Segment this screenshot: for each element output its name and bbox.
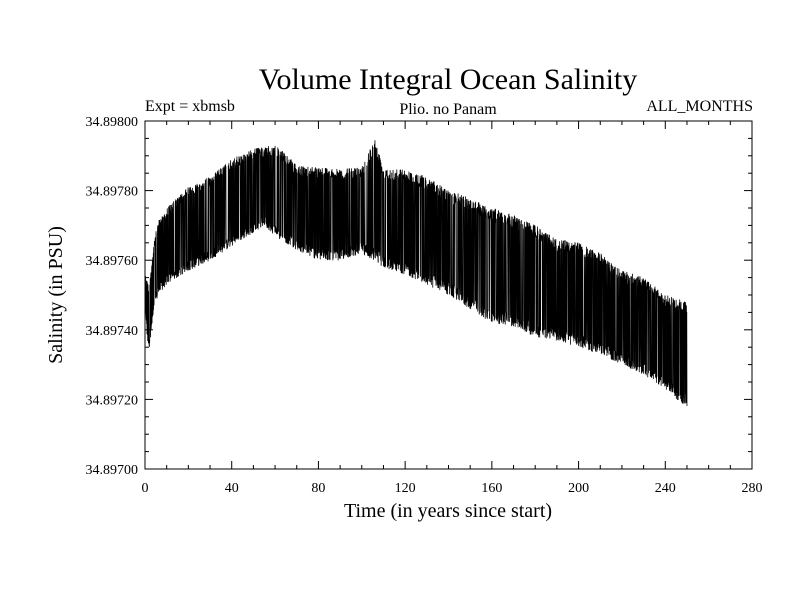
x-tick-label: 120 (395, 481, 416, 496)
x-tick-label: 0 (142, 481, 149, 496)
plot-area (144, 140, 688, 407)
y-tick-label: 34.89740 (86, 324, 139, 339)
months-label: ALL_MONTHS (646, 98, 753, 115)
axis-ticks: 0 40 80 120 160 200 240 280 34.89700 34.89720 34.8… (86, 115, 763, 496)
x-tick-label: 280 (742, 481, 763, 496)
x-tick-label: 160 (481, 481, 502, 496)
y-axis-label: Salinity (in PSU) (45, 226, 67, 364)
x-tick-label: 240 (655, 481, 676, 496)
y-tick-label: 34.89720 (86, 393, 139, 408)
chart-subtitle: Plio. no Panam (399, 101, 497, 118)
x-tick-label: 200 (568, 481, 589, 496)
chart-title: Volume Integral Ocean Salinity (259, 63, 638, 96)
y-tick-label: 34.89780 (86, 185, 139, 200)
x-axis-label: Time (in years since start) (344, 500, 552, 522)
y-tick-label: 34.89760 (86, 254, 139, 269)
x-tick-label: 80 (311, 481, 325, 496)
y-tick-label: 34.89700 (86, 463, 139, 478)
salinity-series-line (144, 140, 688, 407)
experiment-label: Expt = xbmsb (145, 98, 235, 115)
y-tick-label: 34.89800 (86, 115, 139, 130)
x-tick-label: 40 (225, 481, 239, 496)
